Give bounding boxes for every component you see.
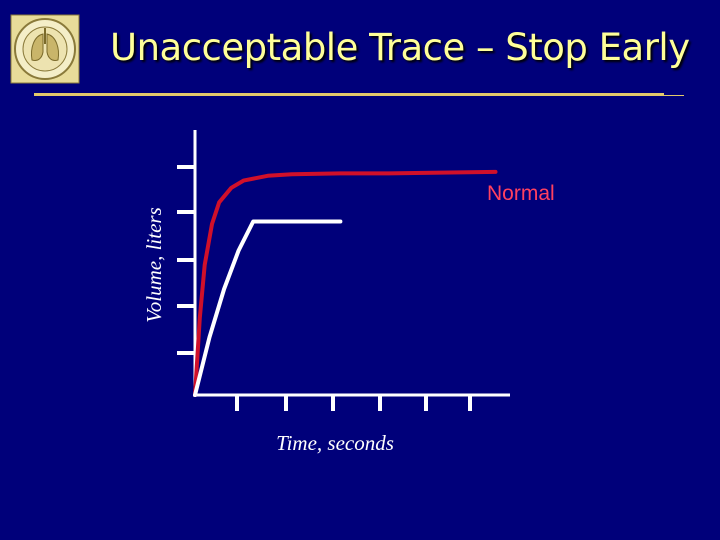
early-stop-series-line	[193, 219, 343, 397]
series-label-normal: Normal	[487, 182, 555, 205]
lung-seal-icon	[10, 14, 80, 84]
title-divider-tail	[664, 95, 684, 96]
x-axis-label: Time, seconds	[276, 431, 394, 455]
title-divider	[34, 93, 664, 96]
slide-title: Unacceptable Trace – Stop Early	[110, 26, 690, 69]
normal-series-line	[193, 169, 498, 397]
y-axis-label: Volume, liters	[142, 207, 166, 323]
